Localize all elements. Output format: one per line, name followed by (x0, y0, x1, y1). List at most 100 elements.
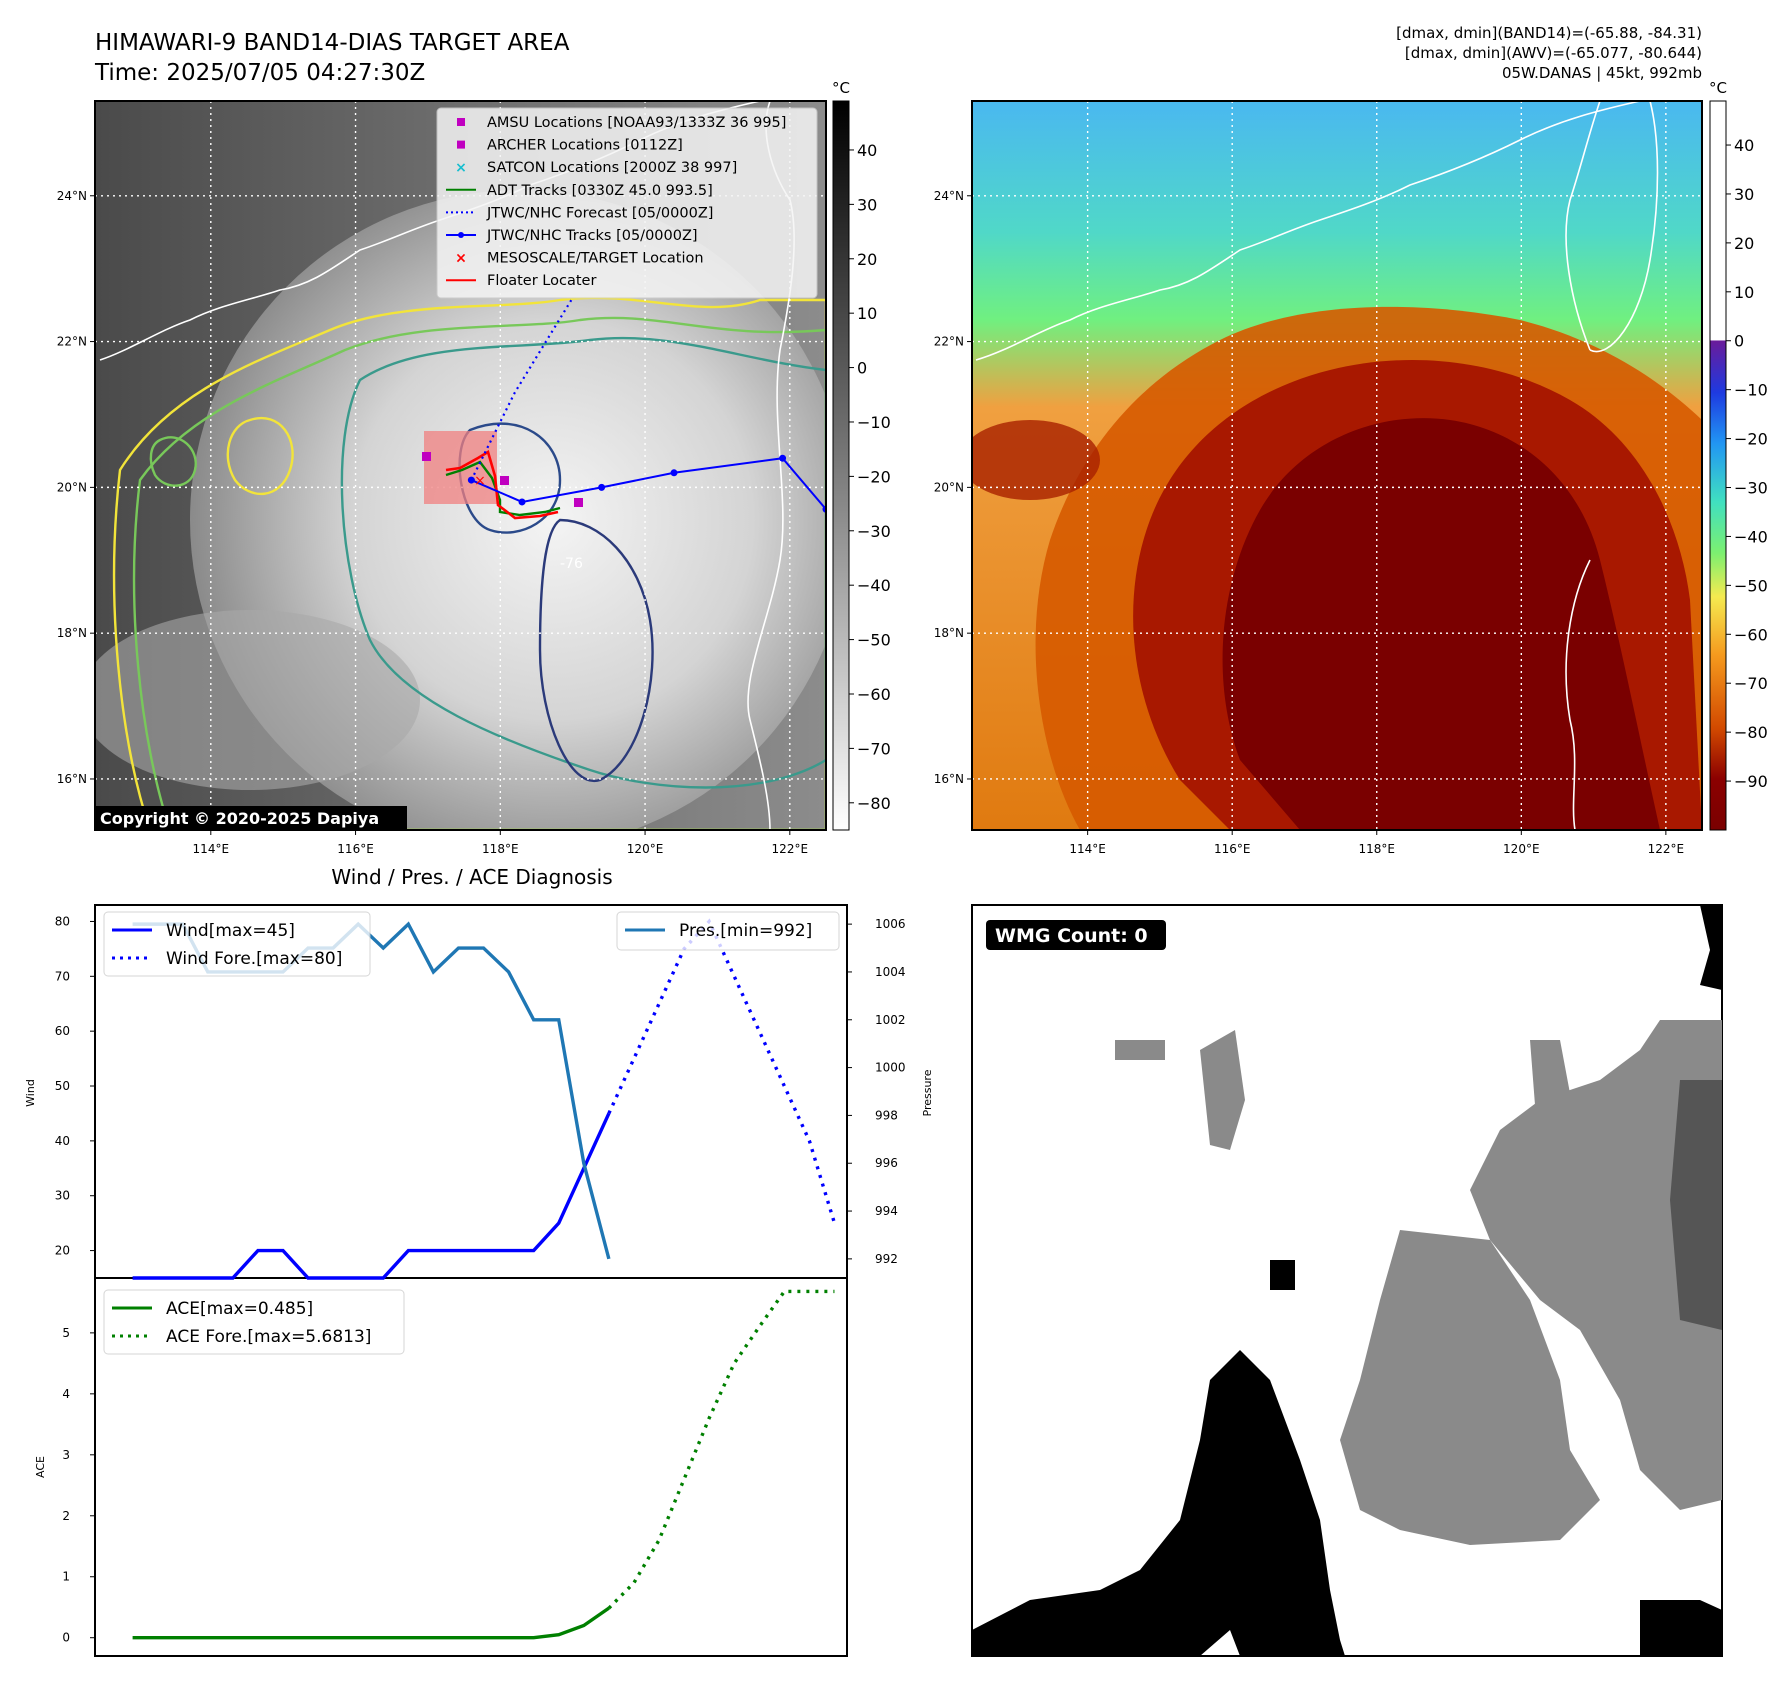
left-colorbar-label: −60 (857, 685, 891, 704)
legend-item-label: Floater Locater (487, 273, 596, 289)
wind-legend-label: Wind[max=45] (166, 921, 295, 941)
left-lon-label: 116°E (337, 842, 374, 856)
left-colorbar: °C 40 30 20 10 0 −10 −20 −30 −40 −50 −60 −70 −80 (832, 79, 891, 831)
ace-tick-label: 2 (62, 1509, 70, 1523)
legend-swatch-square (457, 118, 465, 126)
left-colorbar-ticks: 40 30 20 10 0 −10 −20 −30 −40 −50 −60 −70 −80 (849, 141, 891, 813)
left-colorbar-label: 0 (857, 359, 867, 378)
pressure-tick-label: 1002 (875, 1013, 906, 1027)
legend-swatch-x: × (455, 160, 467, 176)
ace-y-label: ACE (34, 1456, 47, 1478)
right-map-panel: 114°E 116°E 118°E 120°E 122°E 24°N 22°N 20°N 18°… (934, 100, 1703, 856)
legend-item-label: ADT Tracks [0330Z 45.0 993.5] (487, 183, 713, 199)
wmg-cell-central (1340, 1230, 1600, 1545)
right-lon-label: 114°E (1069, 842, 1106, 856)
ace-tick-label: 1 (62, 1570, 70, 1584)
figure-time: Time: 2025/07/05 04:27:30Z (94, 60, 425, 86)
right-colorbar: °C 40 30 20 10 0 −10 −20 −30 −40 −50 −60 −70 −80 −90 (1709, 79, 1768, 831)
wmg-count-text: WMG Count: 0 (995, 925, 1148, 947)
mesoscale-marker: × (474, 473, 486, 489)
right-colorbar-unit: °C (1709, 79, 1727, 97)
wind-y-label: Wind (24, 1079, 37, 1107)
figure-title: HIMAWARI-9 BAND14-DIAS TARGET AREA (95, 30, 570, 56)
archer-marker (422, 452, 431, 461)
ace-tick-label: 0 (62, 1631, 70, 1645)
legend-item-label: JTWC/NHC Tracks [05/0000Z] (486, 228, 698, 244)
right-colorbar-label: −90 (1734, 772, 1768, 791)
pressure-y-ticks: 1006 1004 1002 1000 998 996 994 992 (847, 917, 906, 1266)
map-legend-box (436, 107, 818, 299)
right-colorbar-label: 20 (1734, 234, 1754, 253)
pressure-legend-label: Pres.[min=992] (679, 921, 812, 941)
legend-swatch-x: × (455, 251, 467, 267)
right-map-frame (971, 100, 1703, 831)
left-colorbar-label: −80 (857, 794, 891, 813)
ace-tick-label: 3 (62, 1448, 70, 1462)
pressure-legend-box (616, 911, 840, 951)
pressure-legend: Pres.[min=992] (616, 911, 840, 951)
wmg-cells (972, 905, 1722, 1656)
contour-label: -76 (560, 556, 583, 572)
wind-y-ticks: 80 70 60 50 40 30 20 (55, 914, 95, 1258)
left-cloud-band (95, 610, 420, 790)
wmg-cell-small (1115, 1040, 1165, 1060)
wind-tick-label: 30 (55, 1189, 70, 1203)
legend-item-label: MESOSCALE/TARGET Location (487, 251, 704, 267)
left-lon-label: 118°E (482, 842, 519, 856)
left-colorbar-label: 10 (857, 304, 877, 323)
left-colorbar-label: 30 (857, 195, 877, 214)
wmg-cell-black-small (1270, 1260, 1295, 1290)
ace-legend-box (103, 1289, 405, 1355)
right-colorbar-label: −40 (1734, 527, 1768, 546)
wmg-cell-black-west (972, 1350, 1345, 1656)
right-colorbar-label: −30 (1734, 479, 1768, 498)
left-colorbar-label: −40 (857, 576, 891, 595)
wind-series (132, 918, 837, 1280)
left-map-axes: 114°E 116°E 118°E 120°E 122°E 24°N 22°N 20°N 18°… (57, 189, 808, 856)
left-colorbar-label: −30 (857, 522, 891, 541)
wind-tick-label: 60 (55, 1024, 70, 1038)
wmg-cell-black-northeast (1700, 905, 1722, 990)
legend-item-label: JTWC/NHC Forecast [05/0000Z] (486, 205, 713, 221)
wind-tick-label: 50 (55, 1079, 70, 1093)
wind-legend-box (103, 911, 371, 977)
left-colorbar-label: 20 (857, 250, 877, 269)
right-colorbar-label: −70 (1734, 674, 1768, 693)
left-lat-label: 24°N (57, 189, 87, 203)
left-lat-label: 22°N (57, 335, 87, 349)
diagnosis-panel: Wind / Pres. / ACE Diagnosis 80706050403… (24, 865, 934, 1657)
wind-tick-label: 20 (55, 1244, 70, 1258)
right-colorbar-label: 0 (1734, 332, 1744, 351)
wind-tick-label: 80 (55, 914, 70, 928)
pressure-y-label: Pressure (921, 1069, 934, 1116)
awv-range-text: [dmax, dmin](AWV)=(-65.077, -80.644) (1405, 44, 1702, 62)
jtwc-track-point (598, 483, 606, 491)
floater-track-line (445, 450, 559, 520)
left-lat-label: 18°N (57, 626, 87, 640)
series-line (132, 1606, 610, 1640)
ace-tick-label: 5 (62, 1326, 70, 1340)
left-map-panel: -76 × AMSU Locations [NOAA93/1333Z 36 99… (57, 100, 827, 856)
left-map-frame (94, 100, 827, 831)
right-lat-label: 16°N (934, 772, 964, 786)
jtwc-track-point (518, 498, 526, 506)
wmg-cell-dark (1670, 1080, 1722, 1330)
pressure-tick-label: 994 (875, 1204, 898, 1218)
left-colorbar-label: −20 (857, 467, 891, 486)
wind-fore-legend-label: Wind Fore.[max=80] (166, 949, 342, 969)
wmg-count-badge (986, 920, 1166, 950)
wmg-cell-thin (1200, 1030, 1245, 1150)
right-map-axes: 114°E 116°E 118°E 120°E 122°E 24°N 22°N 20°N 18°… (934, 189, 1684, 856)
legend-swatch-square (457, 140, 465, 149)
jtwc-track-point (779, 454, 787, 462)
ace-legend-label: ACE[max=0.485] (166, 1299, 313, 1319)
wmg-cell-large-east (1470, 1020, 1722, 1510)
legend-item-label: AMSU Locations [NOAA93/1333Z 36 995] (487, 115, 786, 131)
right-cloud-coldest (1222, 418, 1660, 830)
legend-swatch-dot (458, 232, 464, 238)
right-lat-label: 22°N (934, 335, 964, 349)
ace-series (132, 1289, 835, 1640)
wmg-panel: WMG Count: 0 (971, 904, 1723, 1657)
